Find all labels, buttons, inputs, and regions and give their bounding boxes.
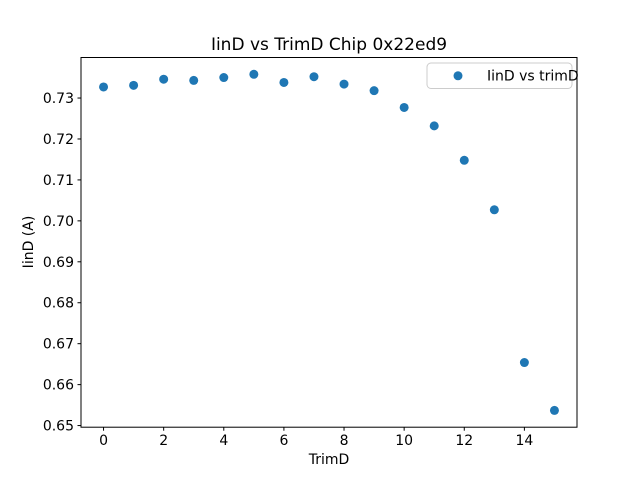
- data-point: [249, 69, 259, 79]
- x-tick-label: 10: [395, 433, 413, 449]
- data-point: [519, 358, 529, 368]
- y-axis-ticks: 0.65 0.66 0.67 0.68 0.69 0.70 0.71 0.72 0.73: [43, 91, 81, 435]
- x-tick-label: 2: [159, 433, 168, 449]
- x-axis-label: TrimD: [308, 452, 350, 468]
- x-tick-label: 14: [515, 433, 533, 449]
- data-point: [459, 155, 469, 165]
- data-point: [309, 72, 319, 82]
- data-point: [429, 121, 439, 131]
- y-tick-label: 0.70: [43, 214, 74, 230]
- data-point: [99, 82, 109, 92]
- legend-box: [426, 62, 573, 89]
- legend-label: IinD vs trimD: [487, 69, 579, 85]
- data-point: [369, 86, 379, 96]
- y-tick-label: 0.71: [43, 173, 74, 189]
- x-tick-label: 0: [99, 433, 108, 449]
- legend: IinD vs trimD: [426, 62, 579, 89]
- y-tick-label: 0.68: [43, 296, 74, 312]
- y-tick-label: 0.72: [43, 132, 74, 148]
- chart-title: IinD vs TrimD Chip 0x22ed9: [211, 35, 447, 55]
- x-tick-label: 12: [455, 433, 473, 449]
- y-tick-label: 0.69: [43, 255, 74, 271]
- x-tick-label: 8: [340, 433, 349, 449]
- data-point: [339, 79, 349, 89]
- data-point: [219, 73, 229, 83]
- x-tick-label: 6: [279, 433, 288, 449]
- legend-marker-icon: [453, 71, 463, 81]
- y-tick-label: 0.66: [43, 378, 74, 394]
- data-point: [189, 75, 199, 85]
- x-axis-ticks: 0 2 4 6 8 10 12 14: [99, 427, 533, 449]
- data-point: [489, 205, 499, 215]
- data-point: [549, 405, 559, 415]
- plot-area-border: [80, 57, 578, 428]
- y-tick-label: 0.73: [43, 91, 74, 107]
- y-tick-label: 0.67: [43, 337, 74, 353]
- y-tick-label: 0.65: [43, 419, 74, 435]
- data-points: [99, 69, 559, 415]
- data-point: [279, 77, 289, 87]
- data-point: [129, 80, 139, 90]
- data-point: [399, 102, 409, 112]
- data-point: [159, 74, 169, 84]
- y-axis-label: IinD (A): [21, 216, 37, 269]
- x-tick-label: 4: [219, 433, 228, 449]
